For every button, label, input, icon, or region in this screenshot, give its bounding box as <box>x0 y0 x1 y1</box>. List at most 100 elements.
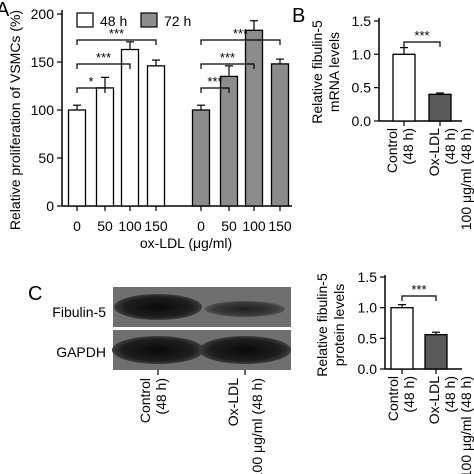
panel-a-sig-1-label: *** <box>96 50 111 65</box>
panel-a-bar-48h-0 <box>67 109 87 207</box>
band-gapdh-control <box>112 336 204 364</box>
panel-a-sig-4-label: *** <box>220 50 235 65</box>
panel-a-bar-72h-2 <box>244 29 264 207</box>
panel-c-sig-0-label: *** <box>411 282 426 297</box>
panel-c-bars <box>390 304 448 374</box>
panel-c-ytick-label-3: 1.5 <box>358 269 378 285</box>
panel-a-xtick-label-72h-3: 150 <box>268 218 292 234</box>
band-gapdh-oxldl <box>199 336 291 364</box>
band-fibulin5-oxldl <box>205 301 285 317</box>
panel-b-sig-0-label: *** <box>414 28 429 43</box>
panel-a-sig-2-line <box>76 39 157 45</box>
band-fibulin5-control <box>114 294 202 320</box>
panel-b-ytick-label-1: 0.5 <box>352 80 372 96</box>
panel-c-bar-1 <box>424 334 448 370</box>
panel-c-chart: 0.0 0.5 1.0 1.5 *** Relative fibulin-5 prot… <box>314 269 474 474</box>
panel-a-bar-48h-2 <box>120 48 140 207</box>
panel-b-xtick-oxldl-dose: 100 μg/ml (48 h) <box>458 128 474 230</box>
panel-b-significance: *** <box>403 28 441 47</box>
legend-swatch-72h <box>140 12 158 28</box>
legend-label-48h: 48 h <box>100 13 127 29</box>
panel-a-significance: **************** <box>76 26 281 93</box>
panel-c-xtick-control-time: (48 h) <box>401 376 417 413</box>
blot-xtick-oxldl-dose: 100 μg/ml (48 h) <box>249 378 265 474</box>
panel-b-ytick-label-2: 1.0 <box>352 46 372 62</box>
panel-b-ytick-label-3: 1.5 <box>352 13 372 29</box>
legend-label-72h: 72 h <box>164 13 191 29</box>
panel-a-xticks: 0 50 100 150 0 50 100 150 <box>73 206 292 234</box>
panel-b-xtick-oxldl-time: (48 h) <box>442 128 458 165</box>
panel-b-bars <box>392 47 452 126</box>
panel-a-bar-72h-1 <box>219 75 239 207</box>
blot-label-gapdh: GAPDH <box>56 344 106 360</box>
panel-c-ytick-label-0: 0.0 <box>358 361 378 377</box>
blot-label-fibulin5: Fibulin-5 <box>52 304 106 320</box>
panel-a-bar-48h-3 <box>146 65 166 207</box>
panel-b-ylabel-line2: mRNA levels <box>326 32 342 112</box>
panel-c-sig-0-line <box>401 295 437 301</box>
panel-a-legend: 48 h 72 h <box>76 12 191 29</box>
panel-b-xtick-oxldl: Ox-LDL <box>426 128 442 176</box>
panel-b-bar-0 <box>392 53 416 122</box>
legend-swatch-48h <box>76 12 94 28</box>
panel-a-sig-0-line <box>76 87 106 93</box>
panel-a-bar-72h-0 <box>191 109 211 207</box>
panel-b-yticks: 0.0 0.5 1.0 1.5 <box>352 13 379 129</box>
panel-a-sig-5-label: *** <box>233 26 248 41</box>
panel-a-ytick-label-3: 150 <box>31 54 55 70</box>
panel-a-ytick-label-0: 0 <box>46 198 54 214</box>
panel-a-ylabel: Relative proliferation of VSMCs (%) <box>7 10 23 230</box>
panel-c-xtick-oxldl-time: (48 h) <box>442 376 458 413</box>
panel-a-xtick-label-48h-1: 50 <box>97 218 113 234</box>
panel-a-sig-2-label: *** <box>109 26 124 41</box>
panel-b: 0.0 0.5 1.0 1.5 *** Relative fibulin-5 mRNA… <box>309 13 474 230</box>
panel-c-xticks: Control (48 h) Ox-LDL (48 h) 100 μg/ml (… <box>385 376 474 474</box>
panel-a-sig-1-line <box>76 63 131 69</box>
panel-a-sig-3-label: *** <box>207 74 222 89</box>
blot-xtick-control-time: (48 h) <box>153 378 169 415</box>
panel-c-yticks: 0.0 0.5 1.0 1.5 <box>358 269 385 377</box>
panel-a-xtick-label-48h-2: 100 <box>118 218 142 234</box>
panel-c-xtick-oxldl-dose: 100 μg/ml (48 h) <box>458 376 474 474</box>
panel-a-bar-72h-3 <box>270 63 290 207</box>
panel-c-bar-0 <box>390 307 414 370</box>
panel-c-ylabel-line1: Relative fibulin-5 <box>314 273 330 377</box>
panel-c-ylabel-line2: protein levels <box>331 284 347 367</box>
panel-c-xtick-oxldl: Ox-LDL <box>426 376 442 424</box>
panel-b-ytick-label-0: 0.0 <box>352 113 372 129</box>
panel-b-letter: B <box>292 5 305 27</box>
panel-a-sig-0-label: * <box>88 74 93 89</box>
panel-c-significance: *** <box>401 282 437 301</box>
blot-xtick-oxldl: Ox-LDL <box>225 378 241 426</box>
panel-b-sig-0-line <box>403 41 441 47</box>
panel-a-yticks: 0 50 100 150 200 <box>31 6 62 214</box>
panel-c-xtick-control: Control <box>385 376 401 421</box>
panel-a-xtick-label-48h-0: 0 <box>73 218 81 234</box>
panel-a-sig-5-line <box>200 39 281 45</box>
panel-a-bars <box>67 20 290 207</box>
panel-b-bar-1 <box>428 93 452 122</box>
panel-a-xlabel: ox-LDL (μg/ml) <box>140 235 232 251</box>
panel-a-ytick-label-1: 50 <box>38 150 54 166</box>
panel-a-sig-3-line <box>200 87 230 93</box>
panel-b-xticks: Control (48 h) Ox-LDL (48 h) 100 μg/ml (… <box>384 128 474 230</box>
panel-c-ytick-label-1: 0.5 <box>358 330 378 346</box>
panel-b-ylabel-line1: Relative fibulin-5 <box>309 20 325 124</box>
panel-a-letter: A <box>0 0 10 21</box>
panel-a-bar-48h-1 <box>95 87 115 207</box>
panel-a-ytick-label-4: 200 <box>31 6 55 22</box>
panel-c-blot: Fibulin-5 GAPDH Control (48 h) Ox-LDL 10… <box>52 287 291 474</box>
panel-a-sig-4-line <box>200 63 255 69</box>
panel-b-xtick-control: Control <box>384 128 400 173</box>
panel-a-ytick-label-2: 100 <box>31 102 55 118</box>
blot-xtick-control: Control <box>137 378 153 423</box>
panel-a-xtick-label-72h-0: 0 <box>197 218 205 234</box>
panel-c-letter: C <box>28 283 42 305</box>
panel-a-xtick-label-72h-1: 50 <box>221 218 237 234</box>
panel-b-xtick-control-time: (48 h) <box>400 128 416 165</box>
panel-a-xtick-label-72h-2: 100 <box>242 218 266 234</box>
panel-c-ytick-label-2: 1.0 <box>358 300 378 316</box>
panel-a-xtick-label-48h-3: 150 <box>144 218 168 234</box>
